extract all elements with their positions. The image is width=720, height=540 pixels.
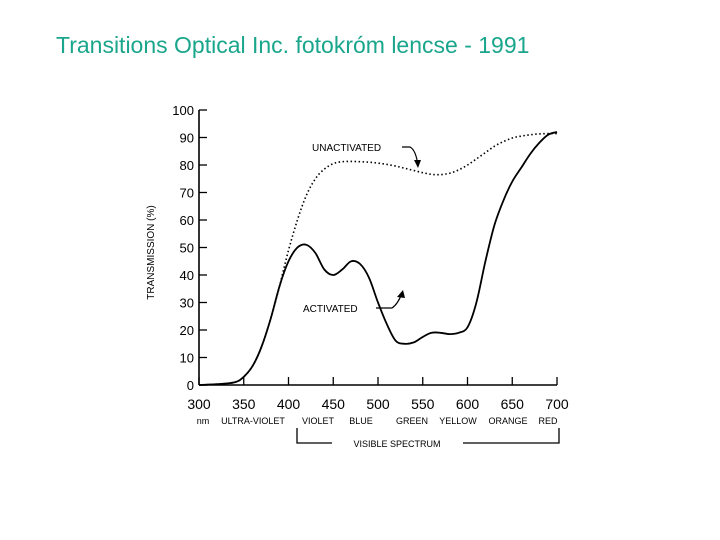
band-label: GREEN (396, 416, 428, 426)
x-tick-label: 650 (501, 396, 525, 412)
spectrum-bracket-left (296, 428, 332, 444)
y-tick-label: 50 (180, 241, 194, 256)
x-tick-label: 450 (322, 396, 346, 412)
chart-labels: TRANSMISSION (%) nm ULTRA-VIOLET VIOLET BLUE… (146, 143, 560, 449)
x-tick-label: 550 (411, 396, 435, 412)
band-label: ULTRA-VIOLET (221, 416, 285, 426)
y-tick-label: 90 (180, 131, 194, 146)
spectrum-bracket-right (463, 428, 560, 444)
band-label: RED (538, 416, 558, 426)
x-tick-label: 700 (545, 396, 569, 412)
y-tick-label: 30 (180, 296, 194, 311)
series-line-activated (198, 131, 558, 386)
band-label: VIOLET (302, 416, 335, 426)
x-tick-label: 600 (456, 396, 480, 412)
y-tick-label: 0 (187, 378, 194, 393)
band-label: BLUE (349, 416, 373, 426)
annotation-unactivated-arrow (414, 160, 421, 168)
y-tick-label: 70 (180, 186, 194, 201)
x-tick-label: 500 (366, 396, 390, 412)
band-label: nm (197, 416, 210, 426)
x-tick-label: 400 (277, 396, 301, 412)
chart-ticks: 0 10 20 30 40 50 60 70 80 90 100 300 350 400 450 500 550… (172, 103, 569, 412)
y-tick-label: 60 (180, 213, 194, 228)
y-tick-label: 20 (180, 323, 194, 338)
y-tick-label: 80 (180, 158, 194, 173)
y-tick-label: 100 (172, 103, 194, 118)
annotation-unactivated: UNACTIVATED (312, 143, 381, 154)
annotation-activated: ACTIVATED (303, 304, 358, 315)
y-tick-label: 10 (180, 351, 194, 366)
series-line-unactivated (198, 132, 557, 386)
band-label: ORANGE (488, 416, 527, 426)
chart-lines (198, 131, 558, 386)
x-tick-label: 350 (232, 396, 256, 412)
y-axis-label: TRANSMISSION (%) (146, 205, 157, 299)
slide-title: Transitions Optical Inc. fotokróm lencse… (56, 32, 530, 58)
annotation-activated-arrow (397, 290, 405, 298)
spectrum-label: VISIBLE SPECTRUM (353, 439, 440, 449)
y-tick-label: 40 (180, 268, 194, 283)
x-tick-label: 300 (187, 396, 211, 412)
band-label: YELLOW (439, 416, 477, 426)
